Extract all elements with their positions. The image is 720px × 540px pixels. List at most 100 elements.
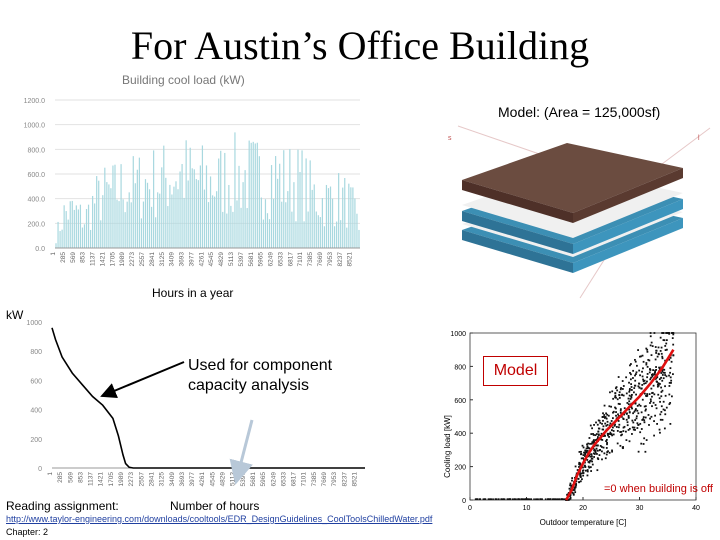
- cool-load-bar: [65, 211, 67, 248]
- scatter-point: [652, 374, 654, 376]
- scatter-point: [642, 418, 645, 420]
- cool-load-bar: [230, 205, 232, 248]
- scatter-point: [659, 418, 662, 421]
- cool-load-bar: [338, 173, 340, 248]
- scatter-point: [660, 346, 663, 349]
- x-tick-label: 3693: [179, 252, 186, 267]
- cool-load-bar: [289, 149, 291, 248]
- scatter-point: [610, 429, 613, 432]
- x-tick-label: 1: [50, 252, 57, 256]
- scatter-point: [661, 357, 664, 360]
- cool-load-bar: [329, 186, 332, 248]
- cool-load-bar: [307, 211, 309, 248]
- model-callout-box: Model: [483, 356, 548, 386]
- scatter-point: [552, 498, 555, 500]
- x-tick-label: 6817: [291, 472, 298, 487]
- component-capacity-callout: Used for component capacity analysis: [188, 356, 332, 396]
- scatter-point: [592, 433, 594, 435]
- cool-load-bar: [254, 143, 256, 248]
- scatter-point: [653, 332, 656, 334]
- cool-load-bar: [79, 204, 82, 248]
- x-tick-label: 5681: [250, 472, 257, 487]
- scatter-point: [656, 355, 659, 358]
- cool-load-bar: [146, 182, 149, 248]
- cool-load-bar: [132, 156, 134, 248]
- cool-load-bar: [218, 158, 220, 248]
- scatter-point: [618, 391, 621, 394]
- scatter-point: [623, 425, 626, 428]
- scatter-point: [632, 421, 635, 424]
- scatter-point: [634, 360, 637, 363]
- load-duration-chart: 0200400600800100012001285569853113714211…: [26, 320, 365, 487]
- scatter-point: [590, 455, 593, 458]
- x-tick-label: 1705: [108, 472, 115, 487]
- cool-load-bar: [57, 221, 59, 248]
- reference-link[interactable]: http://www.taylor-engineering.com/downlo…: [6, 514, 433, 524]
- scatter-point: [595, 447, 598, 450]
- cool-load-bar: [138, 157, 140, 248]
- scatter-point: [541, 498, 543, 500]
- scatter-point: [571, 479, 573, 482]
- scatter-point: [660, 386, 663, 389]
- scatter-point: [645, 362, 648, 364]
- scatter-point: [631, 419, 634, 422]
- x-tick-label: 853: [80, 252, 87, 263]
- scatter-point: [586, 449, 589, 452]
- scatter-point: [612, 411, 614, 414]
- scatter-point: [586, 470, 589, 473]
- x-tick-label: 8237: [341, 472, 348, 487]
- scatter-point: [664, 394, 667, 397]
- scatter-point: [635, 408, 637, 410]
- x-axis-label: Outdoor temperature [C]: [540, 518, 627, 527]
- cool-load-bar: [262, 219, 265, 248]
- scatter-point: [523, 498, 525, 500]
- scatter-point: [668, 332, 670, 334]
- load-vs-temperature-scatter: 0 200 400 600 800 1000 0 10 20 30 40 Outdoor temper…: [443, 331, 700, 527]
- scatter-point: [589, 466, 592, 469]
- cool-load-bar: [232, 211, 234, 248]
- x-tick-label: 1421: [98, 472, 105, 487]
- cool-load-bar: [207, 202, 210, 248]
- scatter-point: [611, 450, 614, 453]
- scatter-point: [672, 333, 675, 336]
- scatter-point: [569, 495, 571, 497]
- scatter-point: [598, 427, 601, 430]
- scatter-point: [622, 394, 625, 397]
- scatter-point: [585, 447, 588, 450]
- scatter-point: [648, 371, 651, 374]
- fit-curve: [564, 349, 675, 501]
- scatter-point: [539, 498, 542, 500]
- scatter-point: [652, 401, 655, 404]
- scatter-point: [646, 393, 649, 395]
- scatter-point: [630, 389, 633, 391]
- cool-load-bar: [315, 211, 317, 248]
- cool-load-bar: [303, 221, 305, 248]
- scatter-point: [616, 430, 619, 432]
- scatter-point: [669, 402, 672, 404]
- cool-load-bar: [67, 219, 69, 248]
- scatter-point: [584, 469, 587, 472]
- cool-load-bar: [309, 160, 311, 248]
- scatter-point: [492, 498, 494, 500]
- scatter-point: [498, 498, 500, 500]
- scatter-point: [617, 413, 619, 416]
- scatter-point: [586, 443, 588, 446]
- scatter-point: [634, 402, 637, 405]
- scatter-point: [649, 398, 652, 401]
- scatter-point: [619, 431, 622, 433]
- scatter-point: [592, 440, 595, 443]
- scatter-point: [654, 346, 657, 348]
- x-tick-label: 1137: [90, 252, 97, 266]
- scatter-point: [605, 453, 608, 456]
- cool-load-bar: [108, 184, 110, 248]
- scatter-point: [651, 375, 654, 378]
- scatter-point: [522, 498, 524, 500]
- scatter-point: [573, 489, 576, 491]
- cool-load-bar: [333, 226, 336, 248]
- scatter-point: [656, 383, 659, 386]
- cool-load-bar: [144, 179, 147, 248]
- cool-load-bar: [136, 169, 138, 248]
- scatter-point: [654, 414, 657, 417]
- x-tick-label: 4261: [199, 472, 206, 487]
- scatter-point: [629, 398, 632, 400]
